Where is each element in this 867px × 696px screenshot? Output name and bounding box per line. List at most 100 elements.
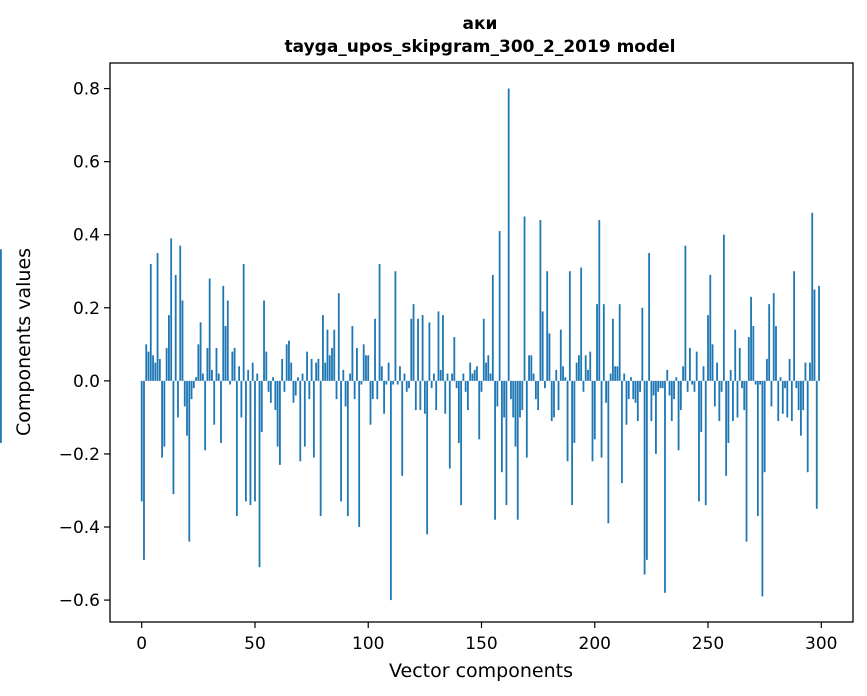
bar-275	[763, 380, 766, 473]
bar-230	[661, 380, 664, 389]
bar-21	[188, 380, 191, 542]
bar-71	[301, 373, 304, 381]
bar-201	[596, 304, 598, 381]
bar-221	[641, 307, 644, 381]
bar-178	[544, 380, 546, 389]
bar-168	[521, 380, 524, 411]
bar-151	[482, 318, 485, 381]
bar-233	[668, 380, 671, 396]
bar-241	[686, 380, 689, 392]
bar-56	[267, 380, 270, 392]
bar-13	[170, 238, 173, 381]
bar-60	[276, 380, 279, 447]
bar-150	[480, 380, 483, 392]
bar-280	[775, 326, 777, 381]
bar-174	[534, 380, 537, 400]
bar-91	[346, 380, 349, 517]
bar-16	[177, 380, 179, 418]
bar-277	[768, 304, 771, 381]
bar-146	[471, 373, 474, 381]
bar-85	[333, 329, 336, 381]
bar-176	[539, 220, 542, 381]
bar-98	[362, 344, 365, 381]
bar-190	[571, 380, 574, 506]
bar-62	[281, 358, 284, 381]
y-tick-label: 0.8	[73, 80, 100, 100]
bar-41	[233, 347, 236, 381]
x-axis-ticks: 0 50 100 150 200 250 300	[136, 622, 838, 654]
bar-242	[689, 347, 691, 381]
bar-158	[498, 231, 501, 381]
bar-125	[423, 380, 426, 414]
bar-269	[750, 296, 752, 381]
bar-7	[156, 252, 159, 381]
bar-69	[297, 377, 299, 381]
bar-9	[161, 380, 163, 458]
chart-subtitle: tayga_upos_skipgram_300_2_2019 model	[285, 37, 676, 57]
bar-25	[197, 344, 200, 381]
bar-17	[179, 245, 182, 381]
bar-89	[342, 369, 345, 381]
bar-297	[813, 289, 816, 381]
bar-123	[419, 380, 422, 411]
bar-197	[587, 369, 589, 381]
bar-47	[247, 369, 250, 381]
bar-129	[433, 373, 435, 381]
bar-66	[290, 362, 293, 381]
bar-145	[469, 362, 472, 381]
bar-220	[639, 380, 641, 392]
bar-110	[389, 380, 392, 601]
bar-26	[199, 322, 202, 381]
bar-207	[609, 373, 612, 381]
bar-128	[430, 380, 433, 389]
bar-254	[716, 362, 718, 381]
bar-104	[376, 380, 379, 400]
bar-257	[722, 234, 725, 381]
bar-31	[211, 369, 213, 381]
bar-102	[371, 380, 374, 400]
bar-292	[802, 380, 805, 411]
bar-253	[713, 380, 716, 407]
bar-134	[444, 380, 447, 414]
bar-2	[145, 344, 148, 381]
bar-22	[190, 380, 193, 400]
bar-191	[573, 380, 576, 443]
bar-42	[235, 380, 238, 517]
bar-34	[217, 373, 220, 381]
bar-55	[265, 351, 268, 381]
bar-215	[627, 380, 630, 400]
bar-29	[206, 347, 209, 381]
bar-58	[272, 377, 274, 381]
bar-64	[285, 344, 288, 381]
bar-238	[679, 380, 682, 411]
bar-44	[240, 380, 243, 418]
bar-18	[181, 300, 184, 381]
bar-268	[747, 337, 750, 381]
bar-206	[607, 380, 610, 524]
bar-154	[489, 373, 492, 381]
bar-293	[804, 362, 807, 381]
x-tick-label: 250	[692, 634, 724, 654]
bar-256	[720, 380, 723, 392]
bar-20	[186, 380, 188, 436]
bar-210	[616, 366, 619, 381]
x-tick-label: 300	[805, 634, 837, 654]
bar-series	[0, 88, 820, 601]
bar-81	[324, 362, 327, 381]
bar-244	[693, 380, 696, 392]
bar-115	[401, 380, 404, 476]
bar-137	[451, 373, 453, 381]
bar-166	[516, 380, 519, 520]
bar-130	[435, 380, 438, 411]
bar-180	[548, 333, 551, 381]
bar-170	[525, 380, 528, 458]
bar-114	[399, 366, 401, 381]
bar-94	[353, 380, 356, 400]
bar-28	[204, 380, 207, 451]
bar-247	[700, 380, 703, 433]
bar-40	[231, 351, 234, 381]
bar-30	[208, 278, 211, 381]
bar-77	[315, 362, 318, 381]
bar-250	[707, 315, 709, 381]
bar-19	[183, 380, 186, 407]
